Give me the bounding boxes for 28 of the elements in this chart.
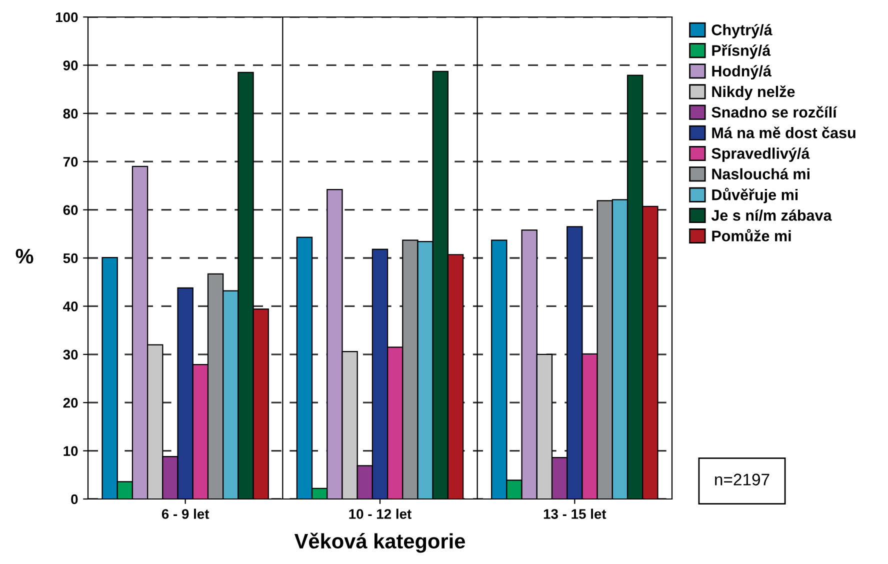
legend-label: Přísný/á [712,44,771,59]
y-tick-label: 0 [71,494,78,504]
y-tick-label: 60 [63,205,78,215]
legend-label: Pomůže mi [712,228,791,242]
y-tick-label: 10 [64,446,78,456]
x-tick-label: 13 - 15 let [544,508,606,519]
legend-label: Chytrý/á [712,24,772,38]
legend-label: Naslouchá mi [712,168,810,180]
legend-label: Hodný/á [712,65,772,80]
x-tick-label: 6 - 9 let [162,508,210,519]
text: n=2197 [715,474,770,486]
y-tick-label: 50 [63,253,78,264]
y-tick-label: 70 [63,156,78,167]
y-tick-label: 20 [63,398,78,408]
y-tick-label: 90 [63,60,78,70]
x-tick-label: 10 - 12 let [349,508,412,519]
legend-label: Spravedlivý/á [712,147,810,162]
y-tick-label: 40 [63,302,78,312]
legend-label: Důvěřuje mi [712,188,798,204]
y-axis-title: % [16,248,34,264]
y-tick-label: 30 [63,350,78,360]
x-axis-title: Věková kategorie [294,532,465,553]
legend-label: Má na mě dost času [712,126,856,138]
legend-label: Nikdy nelže [712,86,795,100]
y-tick-label: 80 [63,108,78,119]
legend-label: Snadno se rozčílí [712,106,838,118]
y-tick-label: 100 [56,12,78,22]
legend-label: Je s ní/m zábava [711,209,832,221]
